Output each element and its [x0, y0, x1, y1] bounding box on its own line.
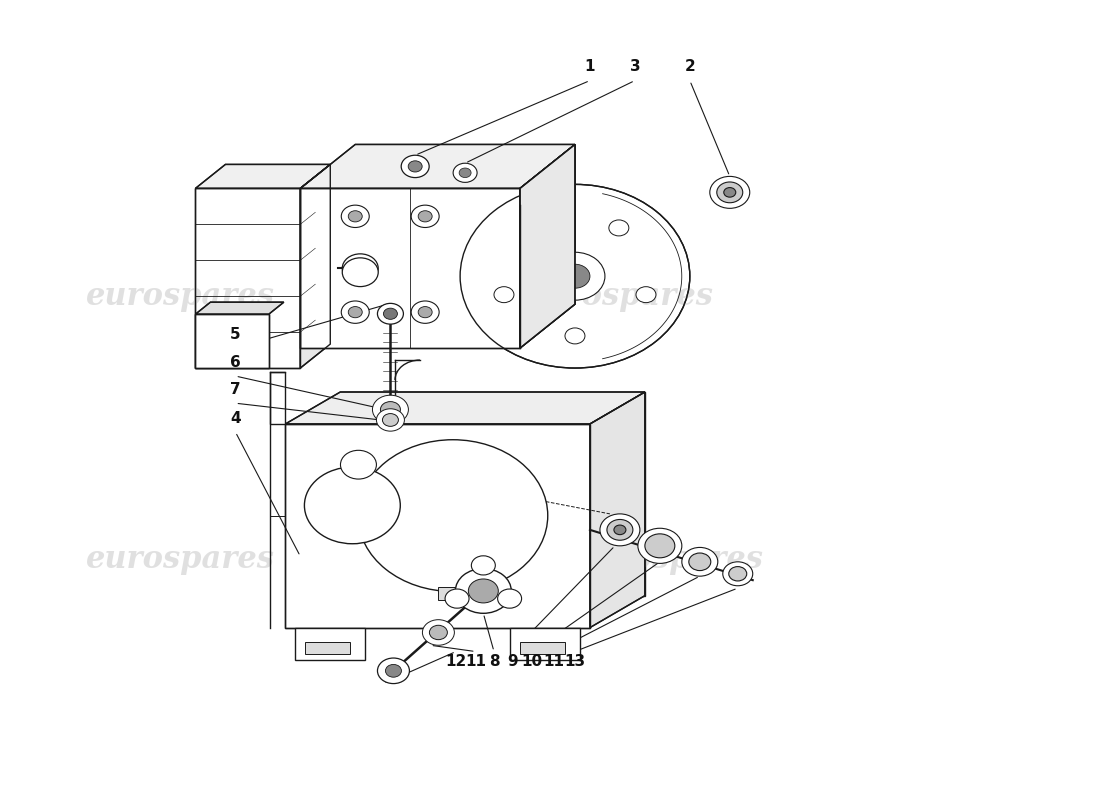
Circle shape	[349, 210, 362, 222]
Circle shape	[411, 301, 439, 323]
Circle shape	[342, 254, 378, 282]
Polygon shape	[285, 392, 645, 424]
Text: eurospares: eurospares	[86, 544, 275, 575]
Circle shape	[383, 414, 398, 426]
Text: 6: 6	[230, 354, 241, 370]
Circle shape	[682, 547, 718, 576]
Circle shape	[381, 402, 400, 418]
Circle shape	[600, 514, 640, 546]
Polygon shape	[196, 188, 300, 368]
Circle shape	[560, 264, 590, 288]
Text: 1: 1	[585, 59, 595, 74]
Text: 3: 3	[629, 59, 640, 74]
Circle shape	[607, 519, 632, 540]
Circle shape	[723, 562, 752, 586]
Circle shape	[471, 556, 495, 575]
Polygon shape	[300, 188, 520, 348]
Text: 5: 5	[230, 326, 241, 342]
Circle shape	[429, 626, 448, 640]
Circle shape	[377, 658, 409, 683]
Circle shape	[341, 301, 370, 323]
Text: 10: 10	[521, 654, 542, 669]
Circle shape	[521, 220, 541, 236]
Circle shape	[402, 155, 429, 178]
Polygon shape	[510, 628, 580, 659]
Circle shape	[341, 205, 370, 227]
Text: eurospares: eurospares	[575, 544, 764, 575]
Bar	[438, 587, 475, 600]
Circle shape	[717, 182, 743, 202]
Circle shape	[729, 566, 747, 581]
Text: eurospares: eurospares	[86, 281, 275, 312]
Circle shape	[377, 303, 404, 324]
Polygon shape	[196, 165, 330, 188]
Circle shape	[384, 308, 397, 319]
Polygon shape	[340, 392, 645, 596]
Text: 13: 13	[564, 654, 585, 669]
Text: 4: 4	[230, 410, 241, 426]
Text: 11: 11	[465, 654, 486, 669]
Circle shape	[342, 258, 378, 286]
Circle shape	[305, 467, 400, 544]
Text: 11: 11	[543, 654, 564, 669]
Circle shape	[544, 252, 605, 300]
Circle shape	[376, 409, 405, 431]
Circle shape	[724, 187, 736, 197]
Text: 9: 9	[507, 654, 518, 669]
Circle shape	[460, 184, 690, 368]
Circle shape	[565, 328, 585, 344]
Text: 7: 7	[230, 382, 241, 397]
Circle shape	[418, 306, 432, 318]
Polygon shape	[520, 145, 575, 348]
Circle shape	[358, 440, 548, 591]
Circle shape	[497, 589, 521, 608]
Polygon shape	[196, 314, 268, 368]
Circle shape	[636, 286, 656, 302]
Circle shape	[446, 589, 469, 608]
Polygon shape	[520, 145, 575, 348]
Circle shape	[351, 261, 370, 275]
Circle shape	[638, 528, 682, 563]
Circle shape	[341, 450, 376, 479]
Circle shape	[614, 525, 626, 534]
Circle shape	[455, 569, 512, 614]
Circle shape	[411, 205, 439, 227]
Circle shape	[494, 286, 514, 302]
Circle shape	[385, 665, 402, 677]
Text: 8: 8	[488, 654, 499, 669]
Text: eurospares: eurospares	[526, 281, 714, 312]
Polygon shape	[300, 165, 330, 368]
Circle shape	[373, 395, 408, 424]
Polygon shape	[590, 392, 645, 628]
Bar	[306, 642, 350, 654]
Circle shape	[609, 220, 629, 236]
Circle shape	[689, 553, 711, 570]
Circle shape	[710, 176, 750, 208]
Text: 2: 2	[684, 59, 695, 74]
Circle shape	[645, 534, 674, 558]
Circle shape	[469, 579, 498, 603]
Circle shape	[349, 306, 362, 318]
Circle shape	[408, 161, 422, 172]
Text: 12: 12	[446, 654, 466, 669]
Polygon shape	[196, 302, 284, 314]
Circle shape	[453, 163, 477, 182]
Polygon shape	[285, 424, 590, 628]
Polygon shape	[295, 628, 365, 659]
Circle shape	[422, 620, 454, 646]
Circle shape	[418, 210, 432, 222]
Bar	[520, 642, 565, 654]
Polygon shape	[300, 145, 575, 188]
Circle shape	[459, 168, 471, 178]
